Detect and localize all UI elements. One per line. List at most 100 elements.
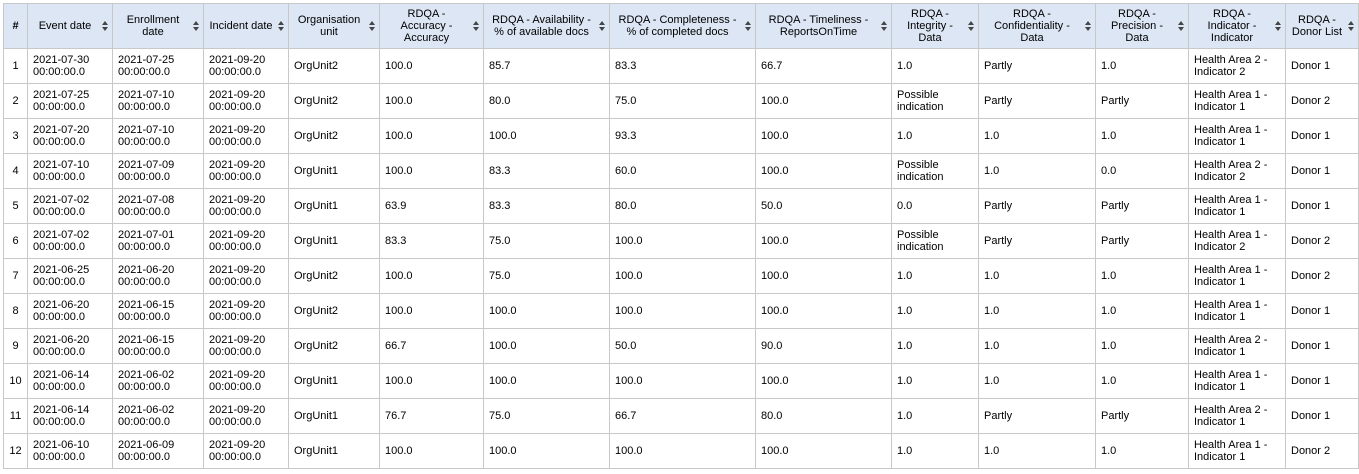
table-cell: Health Area 1 - Indicator 1 (1188, 293, 1286, 329)
column-header[interactable]: Incident date (203, 3, 289, 49)
column-header[interactable]: RDQA - Accuracy - Accuracy (379, 3, 484, 49)
column-header[interactable]: Enrollment date (112, 3, 204, 49)
sort-icon[interactable] (880, 20, 888, 32)
table-cell: Health Area 2 - Indicator 2 (1188, 48, 1286, 84)
table-cell: 0.0 (1095, 153, 1189, 189)
table-row[interactable]: 8 2021-06-20 00:00:00.0 2021-06-15 00:00:0… (3, 293, 1359, 329)
table-row[interactable]: 3 2021-07-20 00:00:00.0 2021-07-10 00:00:0… (3, 118, 1359, 154)
sort-icon[interactable] (472, 20, 480, 32)
sort-icon[interactable] (1274, 20, 1282, 32)
cell-text: 2021-09-20 00:00:00.0 (209, 369, 266, 393)
cell-text: 8 (12, 305, 19, 317)
cell-text: 2021-09-20 00:00:00.0 (209, 159, 266, 183)
table-cell: 80.0 (609, 188, 756, 224)
table-cell: 60.0 (609, 153, 756, 189)
column-header-label: RDQA - Availability - % of available doc… (492, 14, 591, 38)
table-cell: Donor 1 (1285, 363, 1359, 399)
column-header[interactable]: RDQA - Confidentiality - Data (978, 3, 1096, 49)
table-cell: OrgUnit2 (288, 48, 380, 84)
table-cell: 2021-07-09 00:00:00.0 (112, 153, 204, 189)
sort-icon[interactable] (101, 20, 109, 32)
cell-text: 2021-09-20 00:00:00.0 (209, 404, 266, 428)
cell-text: 2021-06-14 00:00:00.0 (33, 404, 90, 428)
table-cell: Possible indication (891, 153, 979, 189)
table-row[interactable]: 10 2021-06-14 00:00:00.0 2021-06-02 00:00:… (3, 363, 1359, 399)
table-cell: Donor 2 (1285, 223, 1359, 259)
cell-text: 2021-07-01 00:00:00.0 (118, 229, 175, 253)
cell-text: Partly (984, 235, 1013, 247)
sort-icon[interactable] (277, 20, 285, 32)
table-cell: 100.0 (379, 83, 484, 119)
cell-text: 2021-09-20 00:00:00.0 (209, 264, 266, 288)
table-cell: 75.0 (483, 223, 610, 259)
cell-text: OrgUnit2 (294, 130, 339, 142)
row-number-cell: 7 (3, 258, 28, 294)
table-row[interactable]: 11 2021-06-14 00:00:00.0 2021-06-02 00:00:… (3, 398, 1359, 434)
cell-text: 100.0 (385, 305, 413, 317)
table-row[interactable]: 9 2021-06-20 00:00:00.0 2021-06-15 00:00:0… (3, 328, 1359, 364)
table-cell: 80.0 (483, 83, 610, 119)
cell-text: OrgUnit2 (294, 305, 339, 317)
table-cell: 2021-07-01 00:00:00.0 (112, 223, 204, 259)
column-header-label: # (12, 20, 19, 32)
table-row[interactable]: 1 2021-07-30 00:00:00.0 2021-07-25 00:00:0… (3, 48, 1359, 84)
cell-text: Partly (1101, 95, 1130, 107)
table-cell: Donor 2 (1285, 433, 1359, 469)
cell-text: 1.0 (1101, 445, 1117, 457)
table-row[interactable]: 12 2021-06-10 00:00:00.0 2021-06-09 00:00:… (3, 433, 1359, 469)
column-header[interactable]: RDQA - Timeliness - ReportsOnTime (755, 3, 892, 49)
column-header[interactable]: RDQA - Donor List (1285, 3, 1359, 49)
table-row[interactable]: 5 2021-07-02 00:00:00.0 2021-07-08 00:00:0… (3, 188, 1359, 224)
sort-icon[interactable] (967, 20, 975, 32)
events-table: # Event date Enrollment date Incident date O… (3, 3, 1359, 469)
table-cell: 83.3 (483, 188, 610, 224)
cell-text: Partly (984, 95, 1013, 107)
table-cell: 100.0 (609, 363, 756, 399)
cell-text: 1.0 (897, 130, 913, 142)
table-cell: 2021-06-25 00:00:00.0 (27, 258, 113, 294)
column-header[interactable]: RDQA - Precision - Data (1095, 3, 1189, 49)
cell-text: 2021-06-25 00:00:00.0 (33, 264, 90, 288)
column-header[interactable]: RDQA - Indicator - Indicator (1188, 3, 1286, 49)
cell-text: 2021-07-25 00:00:00.0 (33, 89, 90, 113)
table-cell: 100.0 (755, 118, 892, 154)
cell-text: 100.0 (385, 445, 413, 457)
sort-icon[interactable] (1177, 20, 1185, 32)
table-cell: Partly (1095, 398, 1189, 434)
table-row[interactable]: 4 2021-07-10 00:00:00.0 2021-07-09 00:00:0… (3, 153, 1359, 189)
sort-icon[interactable] (1347, 20, 1355, 32)
table-row[interactable]: 6 2021-07-02 00:00:00.0 2021-07-01 00:00:0… (3, 223, 1359, 259)
table-cell: 100.0 (755, 363, 892, 399)
cell-text: OrgUnit1 (294, 200, 339, 212)
table-cell: 83.3 (609, 48, 756, 84)
sort-icon[interactable] (598, 20, 606, 32)
table-cell: OrgUnit2 (288, 83, 380, 119)
cell-text: 100.0 (761, 165, 789, 177)
sort-icon[interactable] (744, 20, 752, 32)
cell-text: 4 (12, 165, 19, 177)
cell-text: 1.0 (1101, 305, 1117, 317)
sort-icon[interactable] (1084, 20, 1092, 32)
cell-text: 7 (12, 270, 19, 282)
column-header[interactable]: RDQA - Completeness - % of completed doc… (609, 3, 756, 49)
table-row[interactable]: 7 2021-06-25 00:00:00.0 2021-06-20 00:00:0… (3, 258, 1359, 294)
cell-text: Health Area 1 - Indicator 1 (1194, 299, 1268, 323)
sort-icon[interactable] (368, 20, 376, 32)
column-header[interactable]: RDQA - Integrity - Data (891, 3, 979, 49)
column-header[interactable]: Organisation unit (288, 3, 380, 49)
cell-text: 80.0 (761, 410, 783, 422)
column-header[interactable]: RDQA - Availability - % of available doc… (483, 3, 610, 49)
table-cell: 1.0 (1095, 328, 1189, 364)
table-cell: Health Area 1 - Indicator 2 (1188, 223, 1286, 259)
table-cell: Possible indication (891, 223, 979, 259)
table-cell: 2021-06-15 00:00:00.0 (112, 328, 204, 364)
table-cell: 2021-09-20 00:00:00.0 (203, 258, 289, 294)
table-cell: OrgUnit2 (288, 118, 380, 154)
cell-text: Partly (1101, 410, 1130, 422)
table-row[interactable]: 2 2021-07-25 00:00:00.0 2021-07-10 00:00:0… (3, 83, 1359, 119)
column-header[interactable]: Event date (27, 3, 113, 49)
cell-text: 100.0 (761, 305, 789, 317)
cell-text: OrgUnit2 (294, 270, 339, 282)
cell-text: 1 (12, 60, 19, 72)
sort-icon[interactable] (192, 20, 200, 32)
